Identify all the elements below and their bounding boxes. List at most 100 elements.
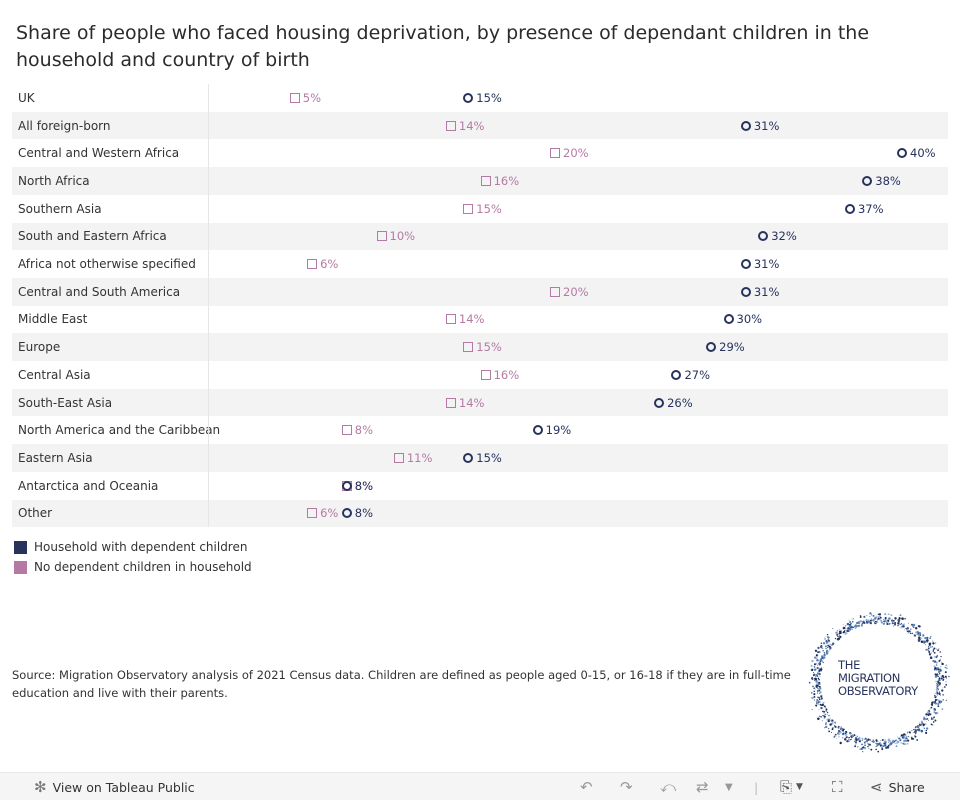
logo-speck <box>852 618 854 620</box>
logo-speck <box>813 663 817 666</box>
no-children-mark[interactable] <box>307 508 318 519</box>
logo-speck <box>831 728 834 731</box>
with-children-mark[interactable] <box>706 342 717 353</box>
logo-speck <box>863 615 866 618</box>
no-children-mark[interactable] <box>550 148 560 159</box>
logo-speck <box>944 666 946 669</box>
logo-speck <box>815 704 818 707</box>
logo-speck <box>918 635 920 637</box>
view-on-tableau-button[interactable]: ✻ View on Tableau Public <box>34 773 195 800</box>
share-button[interactable]: ⋖ Share <box>870 773 925 800</box>
logo-speck <box>837 635 839 638</box>
with-children-mark[interactable] <box>897 148 907 159</box>
logo-speck <box>855 738 858 742</box>
no-children-mark[interactable] <box>480 175 491 186</box>
with-children-mark[interactable] <box>740 286 751 297</box>
logo-speck <box>845 632 847 634</box>
no-children-label: 5% <box>302 90 321 105</box>
with-children-mark[interactable] <box>758 231 769 242</box>
logo-speck <box>863 742 866 744</box>
logo-speck <box>907 739 910 742</box>
logo-speck <box>819 658 823 661</box>
row-label: Central and Western Africa <box>18 146 180 161</box>
with-children-mark[interactable] <box>723 314 734 325</box>
no-children-mark[interactable] <box>376 231 387 242</box>
logo-speck <box>829 723 832 726</box>
logo-speck <box>897 622 900 625</box>
with-children-mark[interactable] <box>671 369 682 380</box>
logo-speck <box>891 741 893 743</box>
row-label: Europe <box>18 340 61 355</box>
refresh-button[interactable]: ⇄ <box>696 773 709 800</box>
logo-speck <box>843 630 846 632</box>
chart-row: South-East Asia 14% 26% <box>12 388 948 417</box>
logo-speck <box>861 623 863 625</box>
logo-speck <box>896 736 898 738</box>
no-children-label: 14% <box>458 395 485 410</box>
undo-button[interactable]: ↶ <box>580 773 593 800</box>
no-children-mark[interactable] <box>341 425 352 436</box>
fullscreen-button[interactable]: ⛶ <box>832 773 843 800</box>
logo-speck <box>864 744 866 746</box>
with-children-mark[interactable] <box>740 120 751 131</box>
logo-speck <box>907 731 909 733</box>
with-children-mark[interactable] <box>844 203 855 214</box>
logo-speck <box>818 662 822 665</box>
with-children-mark[interactable] <box>654 397 665 408</box>
logo-speck <box>934 719 937 722</box>
with-children-mark[interactable] <box>862 175 873 186</box>
logo-speck <box>818 670 820 672</box>
logo-speck <box>913 728 915 731</box>
download-button[interactable]: ⎘ ▼ <box>780 773 803 800</box>
chart-row: Antarctica and Oceania 8% 8% <box>12 472 948 500</box>
logo-speck <box>917 635 919 637</box>
no-children-mark[interactable] <box>550 286 560 297</box>
redo-button[interactable]: ↷ <box>620 773 633 800</box>
no-children-mark[interactable] <box>463 342 474 353</box>
logo-speck <box>934 694 936 697</box>
no-children-mark[interactable] <box>445 314 456 325</box>
logo-speck <box>809 682 811 684</box>
logo-speck <box>932 649 935 651</box>
logo-speck <box>897 618 900 622</box>
logo-speck <box>824 638 826 640</box>
logo-speck <box>814 688 816 690</box>
logo-speck <box>888 741 890 743</box>
logo-speck <box>827 720 830 723</box>
logo-speck <box>914 735 917 738</box>
with-children-mark[interactable] <box>341 508 352 519</box>
with-children-mark[interactable] <box>463 92 474 103</box>
with-children-mark[interactable] <box>341 480 352 491</box>
no-children-mark[interactable] <box>289 92 300 103</box>
logo-speck <box>918 625 921 628</box>
logo-speck <box>857 624 861 628</box>
no-children-mark[interactable] <box>445 120 456 131</box>
no-children-mark[interactable] <box>463 203 474 214</box>
with-children-mark[interactable] <box>532 425 543 436</box>
logo-speck <box>812 685 814 688</box>
logo-speck <box>831 720 833 722</box>
refresh-icon: ⇄ <box>696 778 709 796</box>
with-children-mark[interactable] <box>740 259 751 270</box>
logo-speck <box>905 743 907 745</box>
legend-item-with-children[interactable]: Household with dependent children <box>14 537 252 557</box>
no-children-mark[interactable] <box>480 369 491 380</box>
with-children-mark[interactable] <box>463 452 474 463</box>
no-children-mark[interactable] <box>445 397 456 408</box>
logo-speck <box>902 625 905 628</box>
logo-speck <box>814 656 817 659</box>
revert-button[interactable]: ⤺ <box>660 773 676 800</box>
logo-speck <box>825 708 828 711</box>
logo-speck <box>905 740 907 742</box>
logo-speck <box>873 617 877 620</box>
logo-speck <box>884 612 887 616</box>
logo-speck <box>817 688 819 689</box>
no-children-label: 8% <box>354 423 374 438</box>
logo-speck <box>914 726 917 728</box>
no-children-mark[interactable] <box>307 259 318 270</box>
logo-speck <box>946 677 948 679</box>
legend-item-no-children[interactable]: No dependent children in household <box>14 557 252 577</box>
logo-speck <box>937 675 939 677</box>
no-children-mark[interactable] <box>393 452 404 463</box>
refresh-dropdown[interactable]: ▼ <box>725 773 733 800</box>
